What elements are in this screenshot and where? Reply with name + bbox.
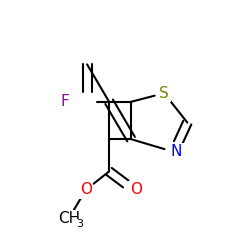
Text: S: S — [159, 86, 169, 101]
Text: 3: 3 — [76, 219, 83, 229]
Text: CH: CH — [58, 211, 80, 226]
Text: N: N — [171, 144, 182, 160]
Text: O: O — [80, 182, 92, 197]
Text: F: F — [61, 94, 70, 109]
Text: O: O — [130, 182, 142, 197]
